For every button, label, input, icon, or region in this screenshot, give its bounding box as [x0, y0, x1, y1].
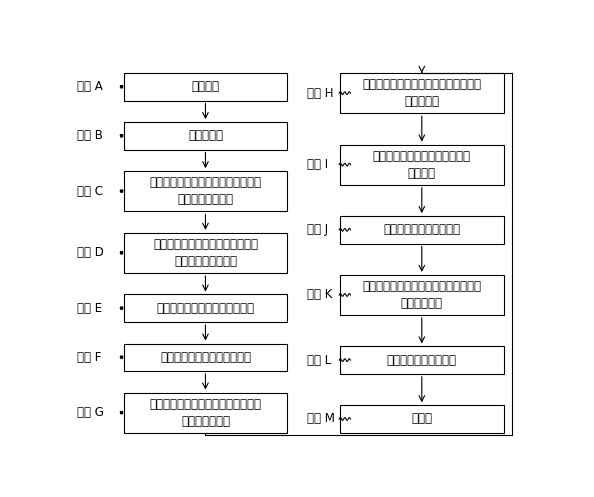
Bar [124, 343, 287, 371]
Bar [124, 295, 287, 322]
Text: 开始联络通道的土石方开挖及联络通道
的初期支护: 开始联络通道的土石方开挖及联络通道 的初期支护 [362, 78, 481, 108]
Text: 步骤 G: 步骤 G [77, 406, 103, 419]
Text: 步骤 K: 步骤 K [307, 288, 332, 302]
Text: 步骤 B: 步骤 B [77, 129, 102, 142]
Bar [124, 233, 287, 273]
Text: 步骤 H: 步骤 H [307, 86, 333, 99]
Bar [340, 73, 504, 113]
Text: 步骤 F: 步骤 F [77, 351, 101, 364]
Bar [340, 216, 504, 244]
Text: 步骤 L: 步骤 L [307, 354, 331, 367]
Text: 步骤 E: 步骤 E [77, 302, 102, 315]
Text: 步骤 I: 步骤 I [307, 158, 328, 171]
Text: 搭建管棚并进行管棚注浆加固: 搭建管棚并进行管棚注浆加固 [160, 351, 251, 364]
Bar [124, 171, 287, 211]
Bar [340, 145, 504, 185]
Text: 施工准备: 施工准备 [191, 81, 219, 93]
Text: 开始泵房的土石方开挖及泵房的
初期支护: 开始泵房的土石方开挖及泵房的 初期支护 [373, 150, 471, 179]
Bar [340, 275, 504, 315]
Text: 对联络通道接口处的管片其周围地层
进行地层注浆加固: 对联络通道接口处的管片其周围地层 进行地层注浆加固 [150, 176, 261, 206]
Text: 步骤 C: 步骤 C [77, 185, 103, 198]
Bar [340, 405, 504, 433]
Text: 降水井施工: 降水井施工 [188, 129, 223, 142]
Text: 步骤 D: 步骤 D [77, 247, 103, 259]
Text: 对联络通道接口处的管片进行管片
拆除部的预测里画线: 对联络通道接口处的管片进行管片 拆除部的预测里画线 [153, 238, 258, 268]
Text: 切割管片拆除部并实时监测管片变形
及拱顶沉降情况: 切割管片拆除部并实时监测管片变形 及拱顶沉降情况 [150, 398, 261, 428]
Text: 报验收: 报验收 [411, 413, 432, 425]
Text: 步骤 M: 步骤 M [307, 413, 334, 425]
Bar [340, 346, 504, 374]
Text: 步骤 A: 步骤 A [77, 81, 102, 93]
Bar [124, 122, 287, 150]
Text: 拆除钢支撑、清理现场: 拆除钢支撑、清理现场 [387, 354, 457, 367]
Bar [124, 393, 287, 433]
Text: 进行联络通道及泵房的二次衬砌及二次
衬砌背后注浆: 进行联络通道及泵房的二次衬砌及二次 衬砌背后注浆 [362, 280, 481, 310]
Text: 在联络通道处架设临时的钢支撑: 在联络通道处架设临时的钢支撑 [156, 302, 254, 315]
Text: 进行联络通道的防水施工: 进行联络通道的防水施工 [383, 223, 460, 236]
Bar [124, 73, 287, 100]
Text: 步骤 J: 步骤 J [307, 223, 328, 236]
